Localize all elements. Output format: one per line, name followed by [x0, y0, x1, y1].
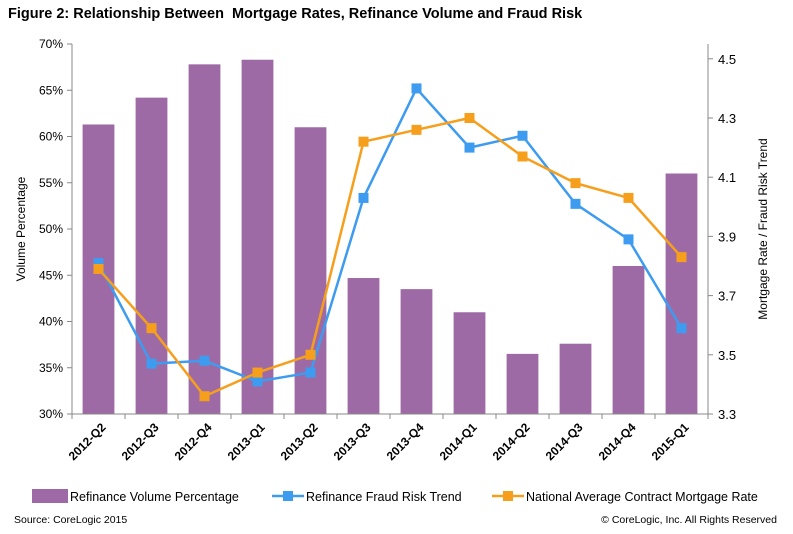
left-tick-label: 60% — [39, 130, 63, 144]
x-tick-label: 2014-Q2 — [490, 420, 533, 463]
fraud-risk-marker — [305, 367, 316, 378]
mortgage-rate-marker — [464, 113, 475, 123]
mortgage-rate-line — [97, 116, 683, 398]
legend-label-mortgage-rate: National Average Contract Mortgage Rate — [526, 490, 758, 504]
mortgage-rate-marker — [676, 252, 687, 263]
left-tick-label: 55% — [39, 176, 63, 190]
mortgage-rate-marker — [305, 349, 316, 360]
fraud-risk-marker — [252, 376, 263, 387]
right-tick-label: 3.7 — [718, 289, 736, 304]
x-tick-label: 2014-Q1 — [437, 420, 480, 463]
x-tick-label: 2012-Q3 — [119, 420, 162, 463]
legend-marker-fraud-risk — [283, 491, 293, 501]
legend-marker-mortgage-rate — [503, 491, 513, 501]
x-tick-label: 2014-Q3 — [543, 420, 586, 463]
mortgage-rate-marker — [411, 124, 422, 135]
bar-refinance-volume — [665, 173, 698, 414]
x-tick-label: 2014-Q4 — [596, 420, 639, 463]
fraud-risk-marker — [358, 192, 369, 203]
bar-refinance-volume — [294, 127, 327, 414]
legend-label-refinance-volume: Refinance Volume Percentage — [70, 490, 239, 504]
left-tick-label: 50% — [39, 222, 63, 236]
source-note: Source: CoreLogic 2015 — [14, 514, 128, 526]
mortgage-rate-marker — [358, 136, 369, 147]
mortgage-rate-marker — [623, 192, 634, 203]
fraud-risk-marker — [464, 142, 475, 153]
fraud-risk-marker — [676, 323, 687, 334]
bar-refinance-volume — [400, 289, 433, 414]
mortgage-rate-marker — [570, 178, 581, 189]
right-tick-label: 4.5 — [718, 52, 736, 67]
bar-refinance-volume — [453, 312, 486, 414]
x-tick-label: 2015-Q1 — [649, 420, 692, 463]
bar-refinance-volume — [506, 353, 539, 414]
x-tick-label: 2013-Q1 — [225, 420, 268, 463]
bar-refinance-volume — [612, 266, 645, 414]
bar-refinance-volume — [241, 59, 274, 414]
left-tick-label: 30% — [39, 407, 63, 421]
legend-label-fraud-risk: Refinance Fraud Risk Trend — [306, 490, 462, 504]
x-tick-label: 2013-Q3 — [331, 420, 374, 463]
left-tick-label: 65% — [39, 83, 63, 97]
figure-title: Figure 2: Relationship Between Mortgage … — [8, 6, 583, 22]
left-tick-label: 40% — [39, 315, 63, 329]
bar-refinance-volume — [347, 278, 380, 414]
mortgage-rate-marker — [146, 323, 157, 334]
x-tick-label: 2012-Q4 — [172, 420, 215, 463]
right-tick-label: 3.5 — [718, 348, 736, 363]
fraud-risk-marker — [146, 358, 157, 369]
right-tick-label: 3.9 — [718, 229, 736, 244]
fraud-risk-marker — [517, 130, 528, 141]
mortgage-rate-marker — [93, 263, 104, 274]
mortgage-rate-marker — [517, 151, 528, 162]
fraud-risk-marker — [411, 83, 422, 94]
left-tick-label: 70% — [39, 37, 63, 51]
right-tick-label: 4.3 — [718, 111, 736, 126]
mortgage-rate-marker — [252, 367, 263, 378]
y-axis-title-left: Volume Percentage — [14, 176, 28, 281]
right-tick-label: 4.1 — [718, 170, 736, 185]
x-tick-label: 2012-Q2 — [66, 420, 109, 463]
y-axis-title-right: Mortgage Rate / Fraud Risk Trend — [756, 138, 770, 319]
fraud-risk-marker — [93, 258, 104, 269]
fraud-risk-marker — [623, 234, 634, 245]
x-tick-label: 2013-Q4 — [384, 420, 427, 463]
bar-refinance-volume — [559, 343, 592, 414]
left-tick-label: 35% — [39, 361, 63, 375]
fraud-risk-marker — [570, 198, 581, 209]
right-tick-label: 3.3 — [718, 407, 736, 422]
x-tick-label: 2013-Q2 — [278, 420, 321, 463]
fraud-risk-marker — [199, 355, 210, 366]
fraud-risk-line — [97, 87, 683, 383]
left-tick-label: 45% — [39, 268, 63, 282]
legend-swatch-refinance-volume — [32, 489, 68, 503]
copyright-note: © CoreLogic, Inc. All Rights Reserved — [601, 514, 777, 526]
mortgage-rate-marker — [199, 391, 210, 402]
